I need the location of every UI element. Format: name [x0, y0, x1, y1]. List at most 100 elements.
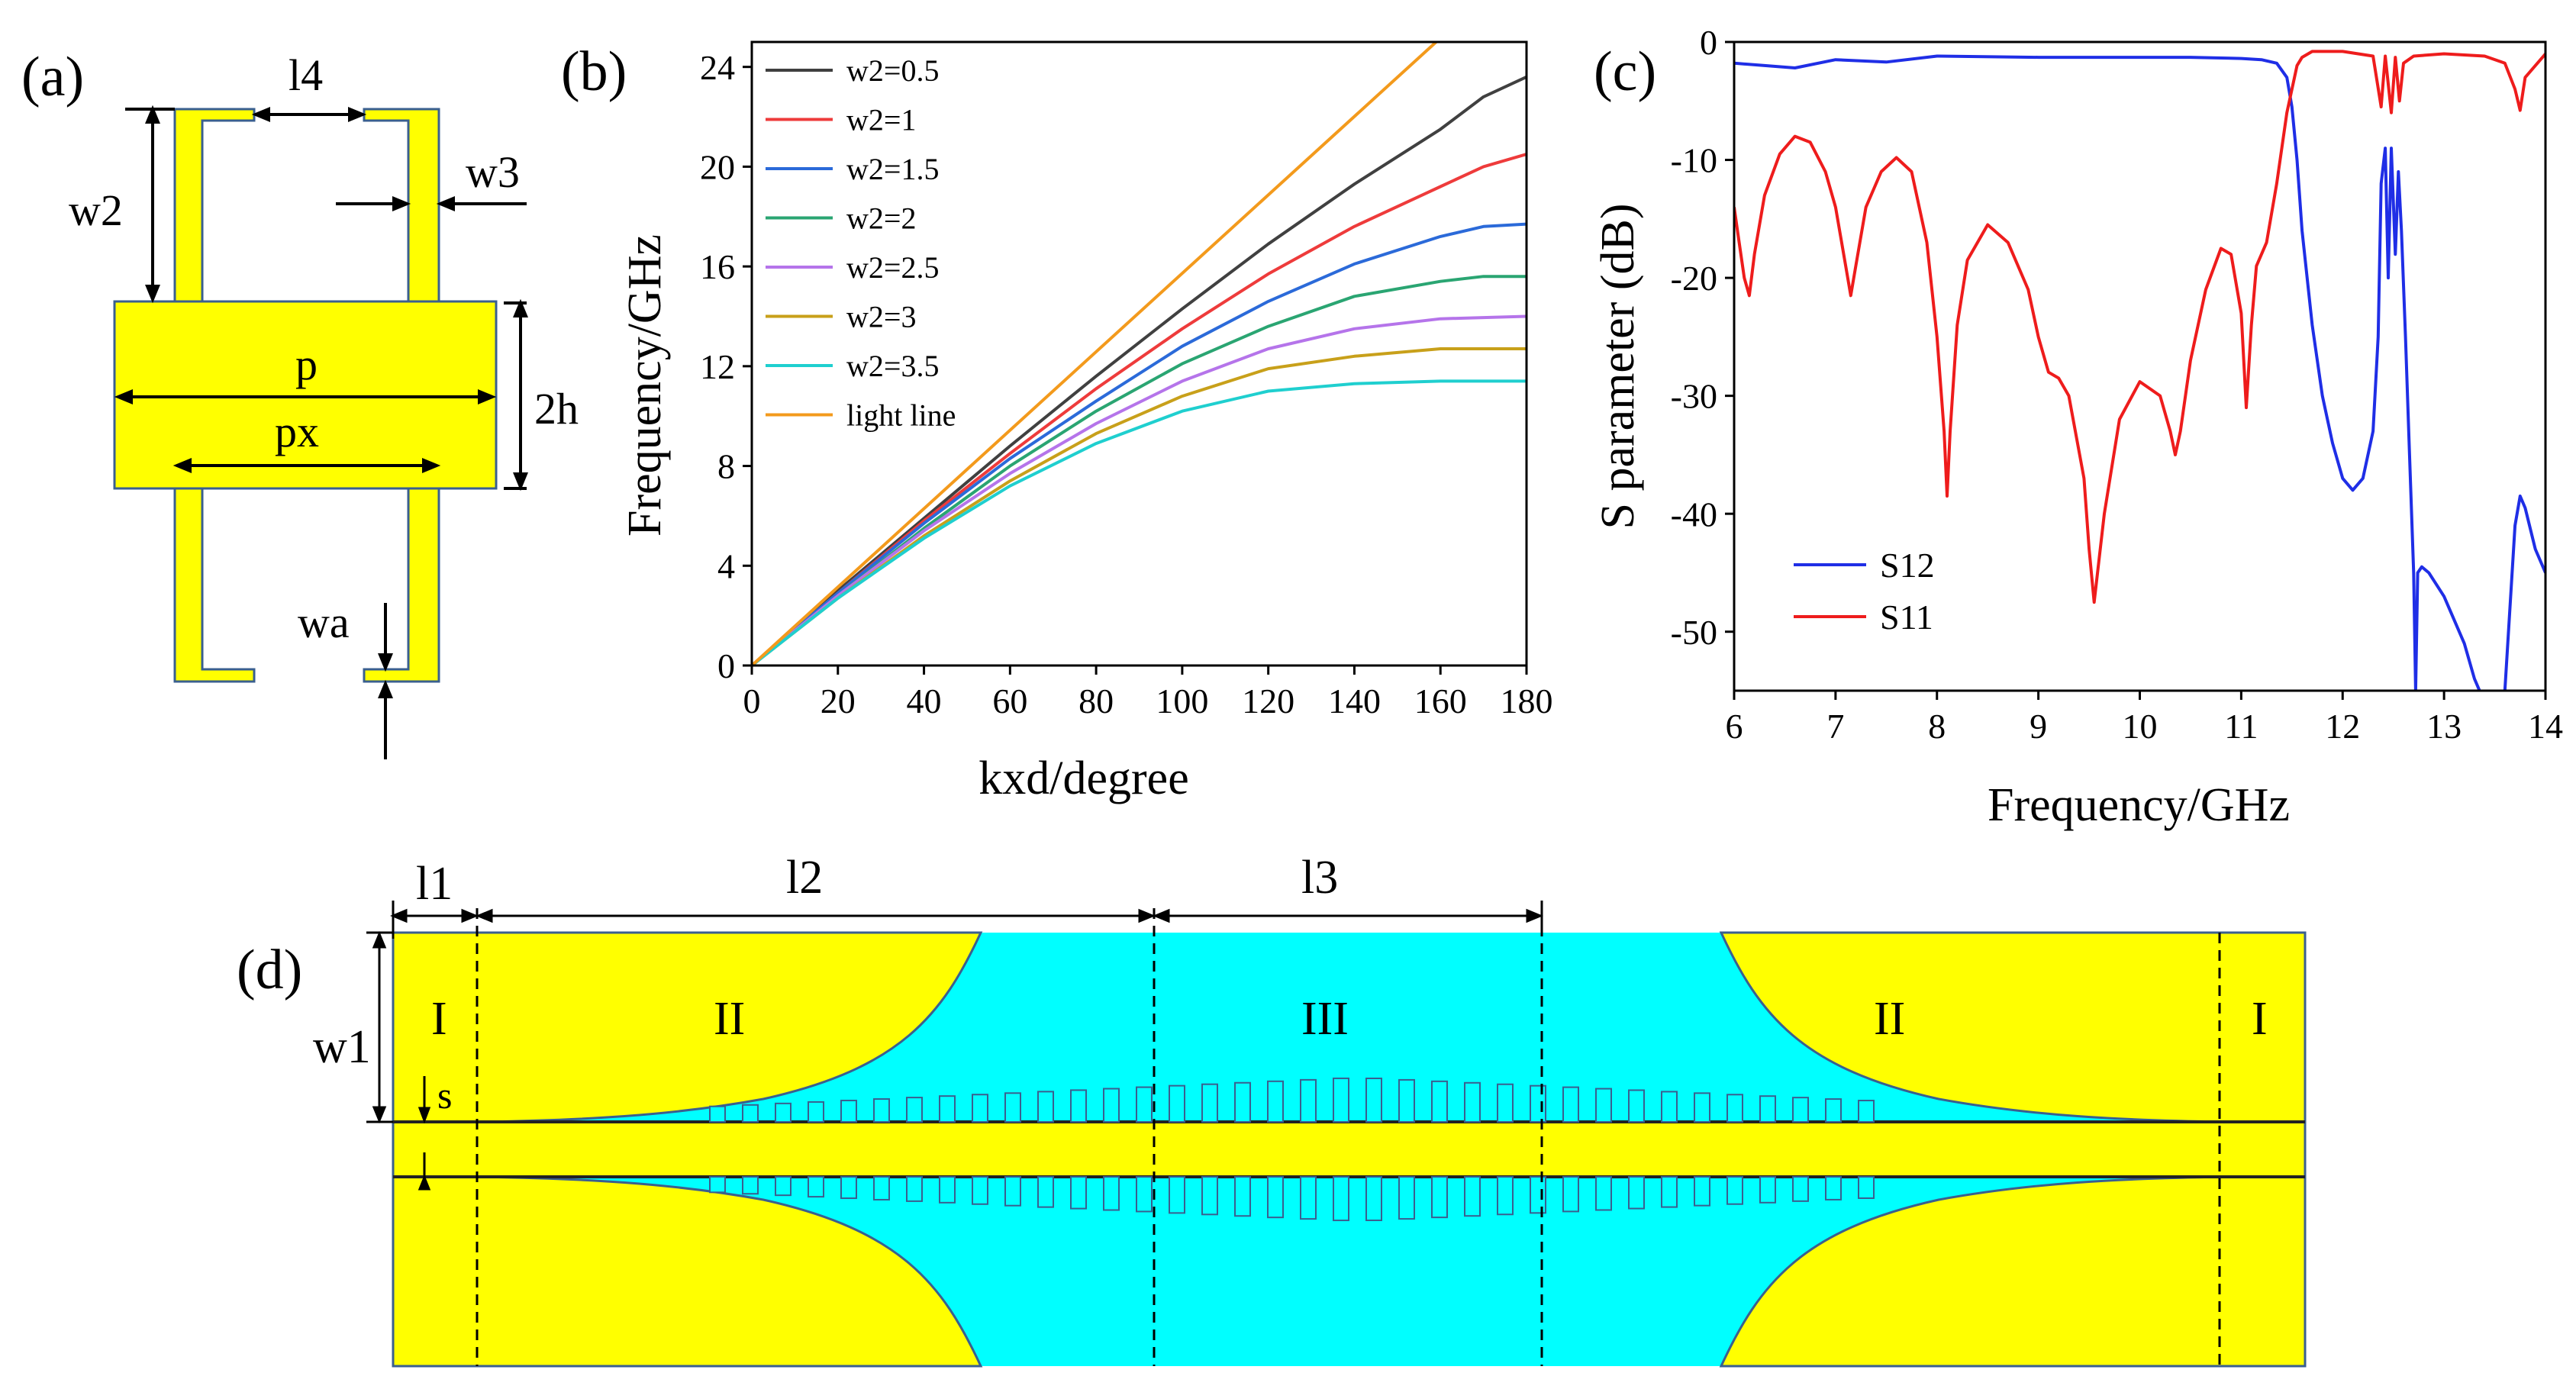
chart-b-legend-label: w2=3.5 [846, 349, 939, 383]
groove-bottom [1595, 1176, 1612, 1211]
chart-b-ytick-label: 0 [717, 646, 735, 685]
dim-2h: 2h [534, 384, 579, 433]
groove-top [1070, 1089, 1087, 1123]
chart-b-ytick-label: 8 [717, 447, 735, 486]
chart-b-legend-label: w2=3 [846, 300, 916, 334]
chart-c-ytick-label: -30 [1671, 377, 1717, 416]
groove-top [1595, 1088, 1612, 1123]
chart-c-xtick-label: 13 [2426, 707, 2462, 746]
bottom-ground-plane [392, 1175, 983, 1368]
chart-c-legend-label: S11 [1880, 598, 1933, 636]
chart-b-frame [750, 40, 1528, 667]
dim-l4: l4 [289, 50, 323, 100]
chart-b-series-w2-0-5 [752, 75, 1527, 665]
groove-bottom [1694, 1176, 1710, 1207]
chart-c-xtick-label: 8 [1928, 707, 1946, 746]
region-dividers [476, 908, 2221, 1366]
chart-b-xtick-label: 140 [1328, 682, 1381, 720]
chart-c-ytick-label: -40 [1671, 495, 1717, 533]
chart-c-series-group [1734, 50, 2545, 691]
chart-c-xtick-label: 14 [2528, 707, 2563, 746]
groove-bottom [742, 1176, 759, 1195]
groove-bottom [1398, 1176, 1415, 1220]
groove-top [1431, 1080, 1448, 1123]
groove-top [1300, 1078, 1317, 1123]
groove-top [1858, 1100, 1875, 1123]
groove-bottom [1858, 1176, 1875, 1199]
panel-b-label: (b) [561, 40, 627, 103]
groove-bottom [1234, 1176, 1251, 1217]
chart-b-xtick-label: 20 [821, 682, 856, 720]
chart-b-ytick-label: 12 [700, 347, 735, 386]
chart-b-xtick-label: 120 [1242, 682, 1294, 720]
groove-top [1333, 1077, 1349, 1123]
chart-c-xtick-label: 12 [2325, 707, 2360, 746]
groove-bottom [1333, 1176, 1349, 1222]
groove-bottom [1726, 1176, 1743, 1205]
region-I-right: I [2252, 993, 2268, 1045]
groove-top [873, 1098, 890, 1123]
groove-bottom [1464, 1176, 1481, 1217]
chart-c-series-s12 [1734, 54, 2545, 691]
panel-d-dimension-arrows [366, 901, 1543, 1191]
bottom-right-stub [363, 487, 440, 683]
groove-top [1201, 1083, 1218, 1123]
chart-b-ytick-label: 16 [700, 247, 735, 286]
chart-c-series-s11 [1734, 50, 2545, 604]
chart-b-legend-label: w2=2.5 [846, 250, 939, 285]
bottom-left-stub [173, 487, 256, 683]
chart-b-series-light-line [752, 42, 1437, 665]
panel-b-dispersion-chart: (b) 0 20 40 60 80 100 120 140 160 180 0 4 8 12 16 20 24 w… [561, 40, 1553, 804]
groove-top [1398, 1078, 1415, 1123]
groove-bottom [1267, 1176, 1284, 1219]
chart-b-legend-label: w2=1.5 [846, 152, 939, 186]
bottom-ground-plane-right [1719, 1175, 2307, 1368]
groove-top [972, 1094, 988, 1123]
groove-bottom [1562, 1176, 1579, 1213]
groove-bottom [1628, 1176, 1645, 1210]
groove-bottom [709, 1176, 726, 1194]
groove-top [906, 1097, 923, 1123]
chart-b-xlabel: kxd/degree [978, 753, 1188, 804]
dim-w2: w2 [69, 185, 123, 235]
chart-b-xtick-label: 60 [992, 682, 1027, 720]
chart-b-legend: w2=0.5 w2=1 w2=1.5 w2=2 w2=2.5 w2=3 w2=3.5 ligh… [766, 53, 956, 433]
region-II-left: II [714, 993, 745, 1045]
panel-c-label: (c) [1594, 40, 1656, 103]
center-strip [113, 300, 498, 490]
chart-b-series-w2-2-5 [752, 314, 1527, 665]
region-I-left: I [431, 993, 447, 1045]
dimension-arrows [114, 105, 528, 759]
region-III: III [1301, 993, 1349, 1045]
groove-bottom [808, 1176, 824, 1198]
chart-b-legend-label: w2=2 [846, 201, 916, 236]
groove-bottom [1169, 1176, 1185, 1214]
dim-l1: l1 [416, 858, 453, 910]
groove-top [1169, 1084, 1185, 1123]
groove-bottom [1300, 1176, 1317, 1220]
groove-top [1037, 1091, 1054, 1123]
groove-top [1234, 1081, 1251, 1123]
chart-c-xtick-label: 7 [1826, 707, 1844, 746]
groove-top [1365, 1077, 1382, 1123]
groove-top [1628, 1089, 1645, 1123]
groove-top [742, 1104, 759, 1123]
groove-top [939, 1095, 956, 1123]
groove-top [1825, 1098, 1842, 1123]
groove-bottom [1103, 1176, 1120, 1211]
chart-b-legend-label: w2=1 [846, 103, 916, 137]
region-II-right: II [1874, 993, 1905, 1045]
groove-bottom [1201, 1176, 1218, 1216]
groove-bottom [1004, 1176, 1021, 1207]
groove-bottom [1431, 1176, 1448, 1219]
dim-p: p [295, 340, 318, 389]
chart-c-xtick-label: 9 [2030, 707, 2047, 746]
panel-a-label: (a) [21, 46, 84, 108]
chart-b-series-group [752, 42, 1527, 665]
chart-c-xtick-label: 11 [2224, 707, 2258, 746]
panel-d-label: (d) [237, 939, 302, 1001]
groove-bottom [775, 1176, 791, 1197]
dim-s: s [437, 1074, 452, 1117]
